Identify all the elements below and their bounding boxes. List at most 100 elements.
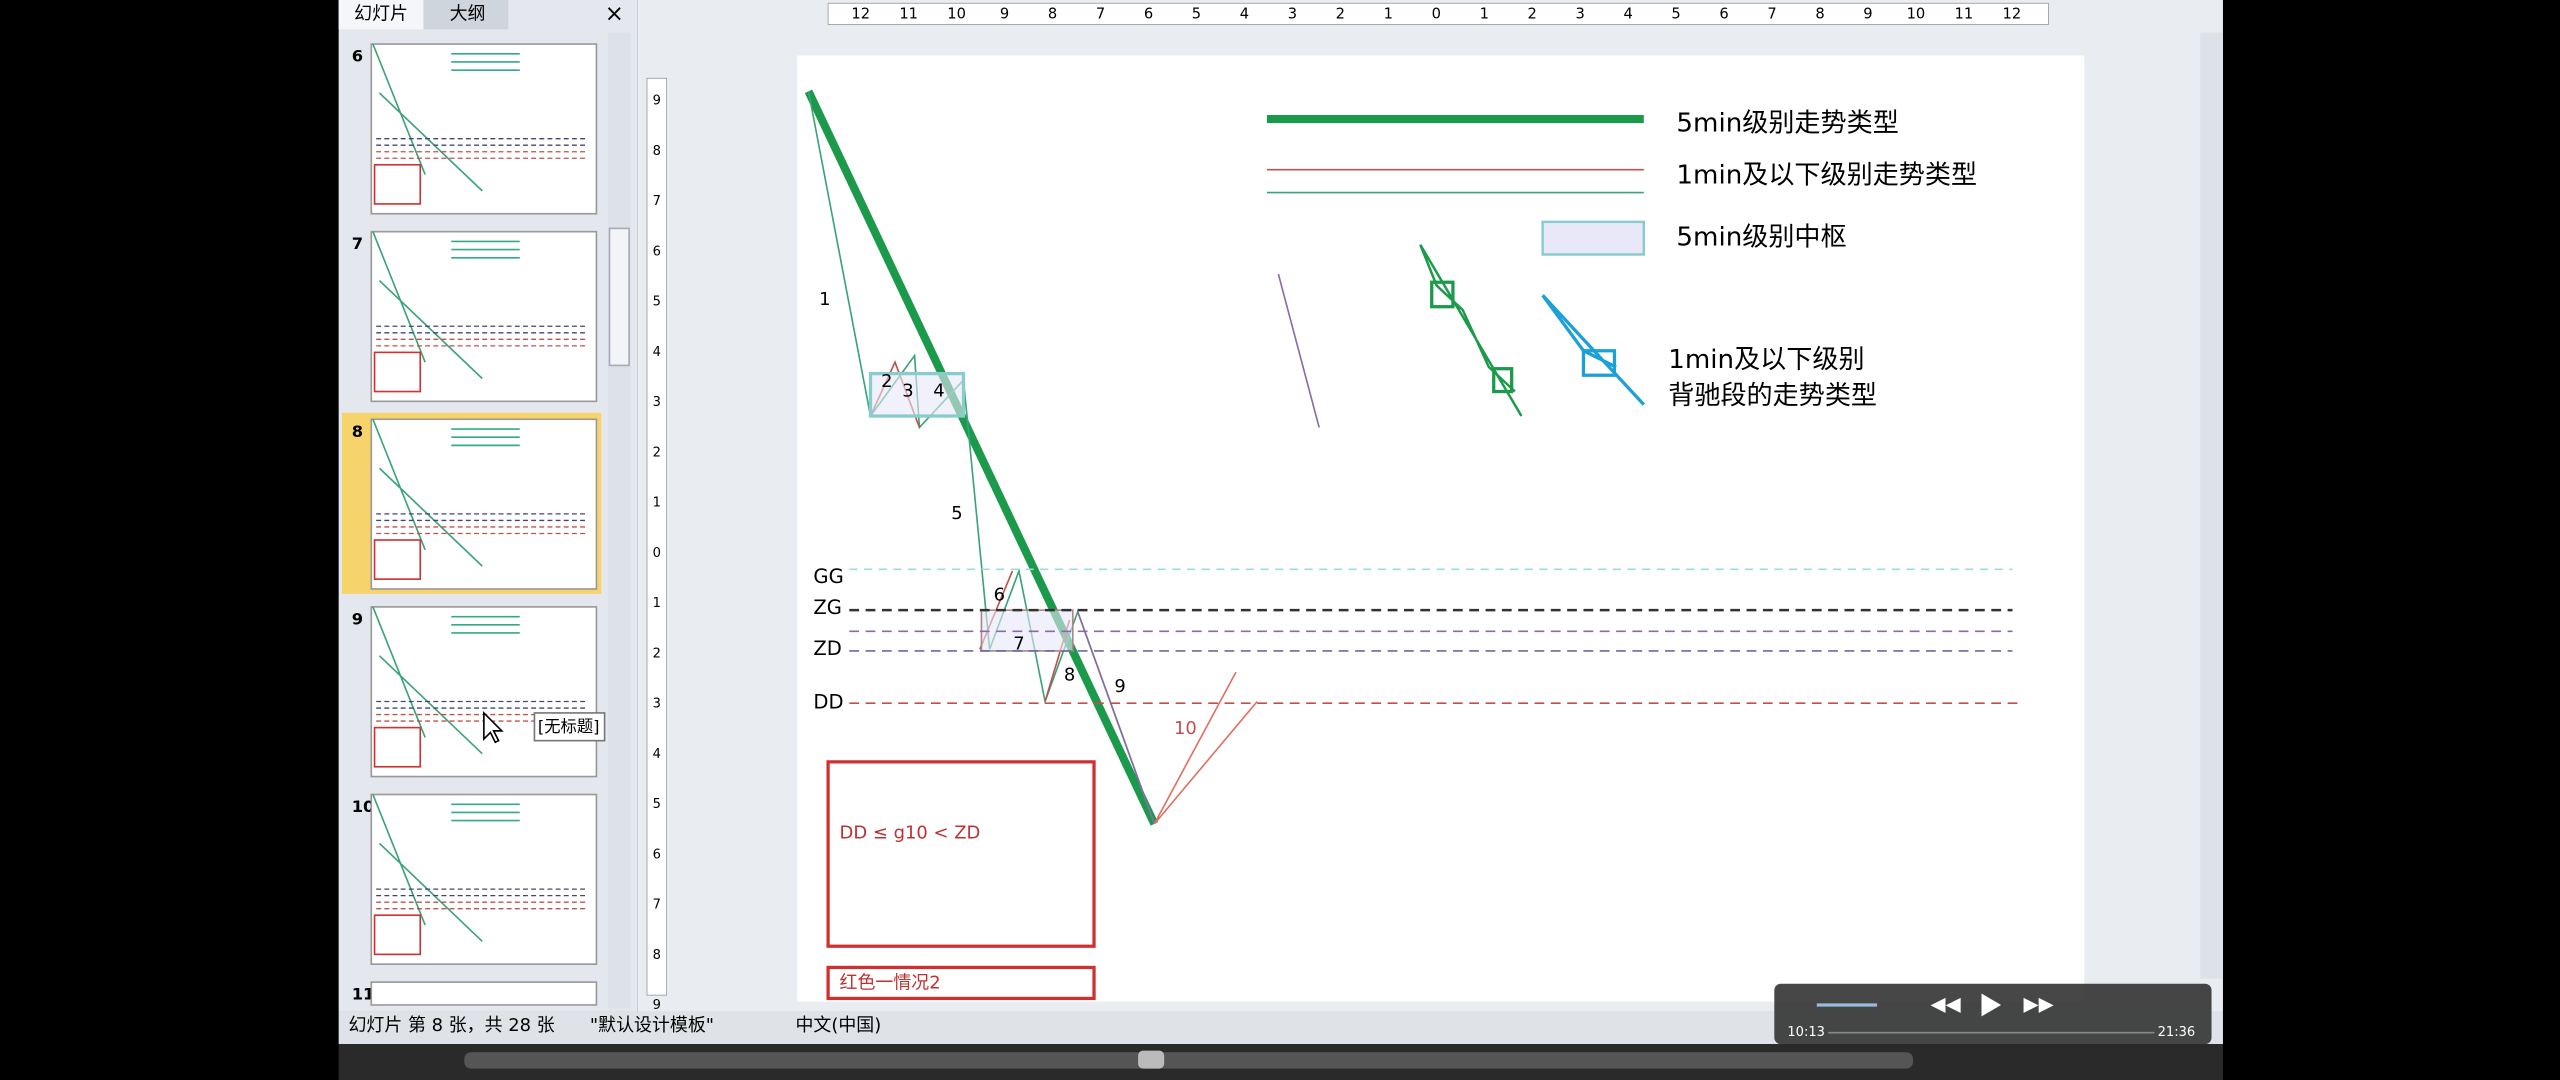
segment-label: 5 <box>951 503 962 524</box>
ruler-label: 7 <box>1096 6 1105 23</box>
ruler-label: 6 <box>653 847 661 862</box>
diagram <box>804 89 2024 1001</box>
thumb-box <box>373 914 422 956</box>
segment-label: 4 <box>933 381 944 402</box>
caption: 红色一情况2 <box>840 973 941 994</box>
ruler-label: 3 <box>653 395 661 410</box>
segment-label: 10 <box>1174 718 1197 739</box>
slide-number: 7 <box>352 234 363 253</box>
seek-thumb[interactable] <box>1138 1050 1165 1069</box>
forward[interactable]: ▶▶ <box>2024 992 2054 1015</box>
ruler-label: 2 <box>653 445 661 460</box>
slide-thumbnail <box>370 230 598 403</box>
ruler-label: 12 <box>2003 6 2022 23</box>
ruler-label: 4 <box>1623 6 1632 23</box>
ruler-label: 3 <box>1576 6 1585 23</box>
segment-label: 9 <box>1114 676 1125 697</box>
ruler-label: 3 <box>1288 6 1297 23</box>
thumb-box <box>373 163 422 205</box>
level-label: GG <box>813 565 843 588</box>
ruler-label: 8 <box>653 144 661 159</box>
thumb-lines <box>372 43 483 192</box>
thumb-lines <box>372 418 483 567</box>
ruler-label: 10 <box>1907 6 1926 23</box>
v-ruler <box>646 77 667 996</box>
ruler-label: 12 <box>851 6 870 23</box>
ruler-label: 1 <box>1480 6 1489 23</box>
total: 21:36 <box>2158 1025 2196 1040</box>
elapsed: 10:13 <box>1787 1025 1825 1040</box>
ruler-label: 4 <box>653 345 661 360</box>
video-controls <box>1774 983 2212 1045</box>
ruler-label: 5 <box>653 797 661 812</box>
ruler-label: 1 <box>653 596 661 611</box>
ruler-label: 3 <box>653 697 661 712</box>
ruler-label: 8 <box>1048 6 1057 23</box>
tooltip: [无标题] <box>538 717 600 736</box>
legend-text: 背驰段的走势类型 <box>1668 381 1877 411</box>
ruler-label: 2 <box>1336 6 1345 23</box>
ruler-label: 8 <box>653 948 661 963</box>
ruler-label: 11 <box>899 6 918 23</box>
ruler-label: 9 <box>1863 6 1872 23</box>
thumb-box <box>373 539 422 580</box>
ruler-label: 6 <box>1719 6 1728 23</box>
level-label: ZG <box>813 596 842 619</box>
slide-thumbnail <box>370 981 598 1006</box>
ruler-label: 5 <box>1671 6 1680 23</box>
tab[interactable]: 幻灯片 <box>354 4 408 25</box>
segment-label: 3 <box>902 381 913 402</box>
play-button[interactable] <box>1981 993 2002 1017</box>
rewind[interactable]: ◀◀ <box>1931 992 1961 1015</box>
slide <box>797 55 2085 1002</box>
ruler-label: 11 <box>1955 6 1974 23</box>
ruler-label: 8 <box>1815 6 1824 23</box>
ruler-label: 0 <box>653 546 661 561</box>
slide-thumbnail <box>370 418 598 590</box>
ruler-label: 6 <box>1144 6 1153 23</box>
slide-number: 10 <box>352 797 375 816</box>
formula: DD ≤ g10 < ZD <box>840 823 981 844</box>
ruler-label: 9 <box>1000 6 1009 23</box>
close-icon[interactable]: × <box>605 1 624 27</box>
legend-text: 5min级别中枢 <box>1676 223 1846 253</box>
legend-text: 1min及以下级别走势类型 <box>1676 161 1977 191</box>
ruler-label: 1 <box>1384 6 1393 23</box>
status-lang: 中文(中国) <box>795 1015 881 1036</box>
ruler-label: 2 <box>1528 6 1537 23</box>
segment-label: 8 <box>1064 664 1075 685</box>
segment-label: 6 <box>994 584 1005 605</box>
slide-number: 9 <box>352 609 363 628</box>
ruler-label: 1 <box>653 496 661 511</box>
ruler-label: 7 <box>653 898 661 913</box>
level-label: DD <box>813 691 843 714</box>
slide-number: 6 <box>352 47 363 66</box>
ruler-label: 10 <box>947 6 966 23</box>
slide-thumbnail <box>370 606 598 778</box>
ruler-label: 9 <box>653 94 661 109</box>
tab[interactable]: 大纲 <box>450 4 486 25</box>
slide-thumbnail <box>370 43 598 215</box>
ruler-label: 5 <box>653 295 661 310</box>
legend-text: 5min级别走势类型 <box>1676 108 1898 138</box>
status-slide: 幻灯片 第 8 张，共 28 张 <box>348 1015 554 1036</box>
segment-label: 2 <box>881 371 892 392</box>
segment-label: 7 <box>1013 633 1024 654</box>
slide-number: 8 <box>352 422 363 441</box>
level-label: ZD <box>813 637 841 660</box>
thumb-lines <box>372 794 483 942</box>
ruler-label: 5 <box>1192 6 1201 23</box>
slide-thumbnail <box>370 793 598 965</box>
segment-label: 1 <box>819 289 830 310</box>
ruler-label: 7 <box>653 194 661 209</box>
thumb-lines <box>372 231 483 380</box>
thumb-box <box>373 726 422 768</box>
legend-text: 1min及以下级别 <box>1668 345 1864 375</box>
status-theme: "默认设计模板" <box>590 1015 714 1036</box>
ruler-label: 4 <box>1240 6 1249 23</box>
ruler-label: 6 <box>653 244 661 259</box>
ruler-label: 2 <box>653 646 661 661</box>
thumb-box <box>373 351 422 393</box>
